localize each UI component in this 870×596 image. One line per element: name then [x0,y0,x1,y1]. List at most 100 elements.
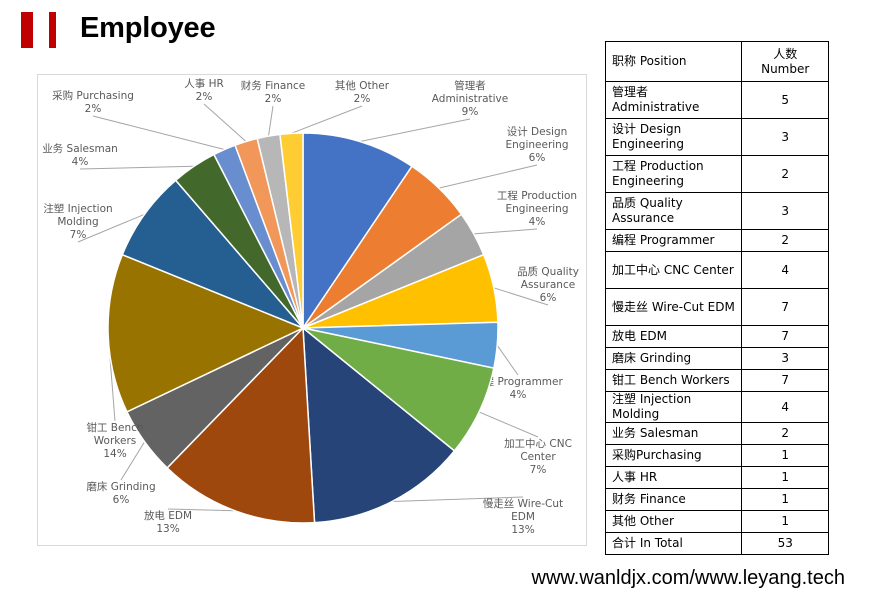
position-cell: 财务 Finance [604,488,743,511]
page-title: Employee [80,12,216,44]
leader-line [291,105,363,134]
slice-label-line: Administrative [432,93,508,105]
title-accent-bar [21,12,33,48]
table-row: 业务 Salesman 2 [604,422,829,445]
number-cell: 4 [741,251,829,289]
slice-label-line: 磨床 Grinding [86,480,155,493]
slice-label: 注塑 Injection Molding 7% [43,202,112,241]
number-cell: 2 [741,229,829,252]
table-row: 加工中心 CNC Center 4 [604,251,829,289]
slice-label-line: 注塑 Injection [43,202,112,215]
slice-label: 钳工 Bench Workers 14% [86,421,143,460]
employee-pie-chart: 管理者 Administrative 9%设计 Design Engineering 6… [42,77,579,536]
leader-line [496,345,519,376]
position-cell: 采购Purchasing [604,444,743,467]
slice-label-line: Engineering [506,139,569,151]
position-cell: 人事 HR [604,466,743,489]
number-cell: 4 [741,391,829,423]
slice-label-line: 工程 Production [497,190,577,202]
pie-slice [302,326,456,524]
position-cell: 放电 EDM [604,325,743,348]
number-cell: 53 [741,532,829,555]
slice-label: 其他 Other 2% [335,79,390,105]
number-cell: 1 [741,466,829,489]
table-row: 磨床 Grinding 3 [604,347,829,370]
number-cell: 3 [741,118,829,156]
slice-label: 设计 Design Engineering 6% [506,125,569,164]
slice-label-line: 其他 Other [335,79,390,92]
table-row: 人事 HR 1 [604,466,829,489]
title-accent-bar-thin [49,12,56,48]
slice-label-line: 9% [462,106,479,118]
slice-label: 品质 Quality Assurance 6% [517,266,579,304]
position-cell: 磨床 Grinding [604,347,743,370]
number-cell: 7 [741,325,829,348]
slice-label-line: 人事 HR [184,77,224,90]
slice-label-line: 采购 Purchasing [52,89,134,102]
leader-line [79,165,195,170]
leader-line [167,508,236,512]
slice-label-line: 6% [529,152,546,164]
slice-label-line: Workers [94,435,136,447]
slice-label-line: EDM [511,511,535,523]
position-cell: 其他 Other [604,510,743,533]
slice-label-line: 2% [265,93,282,105]
table-row: 管理者 Administrative 5 [604,81,829,119]
table-row: 工程 Production Engineering 2 [604,155,829,193]
slice-label-line: Center [520,451,556,463]
number-cell: 3 [741,192,829,230]
leader-line [438,164,538,189]
table-row: 品质 Quality Assurance 3 [604,192,829,230]
slice-label-line: 7% [530,464,547,476]
footer-website-url: www.wanldjx.com/www.leyang.tech [531,567,845,589]
number-cell: 2 [741,422,829,445]
slice-label-line: 2% [85,103,102,115]
header-number: 人数 Number [741,41,829,82]
table-row: 钳工 Bench Workers 7 [604,369,829,392]
pie-slice [107,253,305,413]
slice-label-line: 14% [103,448,126,460]
position-cell: 品质 Quality Assurance [604,192,743,230]
table-total-row: 合计 In Total 53 [604,532,829,555]
slice-label-line: 加工中心 CNC [504,437,572,450]
slice-label: 工程 Production Engineering 4% [497,190,577,228]
pie-slice [302,132,413,331]
leader-line [268,105,274,137]
slice-label-line: 设计 Design [507,125,568,138]
slice-label-line: 钳工 Bench [86,421,143,434]
slice-label: 人事 HR 2% [184,77,224,103]
number-cell: 1 [741,488,829,511]
slice-label-line: 7% [70,229,87,241]
slice-label-line: 13% [511,524,534,536]
slice-label-line: 2% [354,93,371,105]
slice-label-line: 编程 Programmer [473,375,563,388]
header-position: 职称 Position [604,41,743,82]
table-row: 编程 Programmer 2 [604,229,829,252]
slice-label-line: 4% [510,389,527,401]
slice-label-line: 13% [156,523,179,535]
position-cell: 编程 Programmer [604,229,743,252]
slice-label-line: Engineering [506,203,569,215]
slice-label: 慢走丝 Wire-Cut EDM 13% [483,498,563,536]
table-row: 设计 Design Engineering 3 [604,118,829,156]
slice-label: 编程 Programmer 4% [473,375,563,401]
position-cell: 加工中心 CNC Center [604,251,743,289]
position-cell: 设计 Design Engineering [604,118,743,156]
leader-line [359,118,471,142]
leader-line [478,411,539,438]
slice-label: 财务 Finance 2% [241,79,306,105]
table-row: 慢走丝 Wire-Cut EDM 7 [604,288,829,326]
position-cell: 管理者 Administrative [604,81,743,119]
number-cell: 7 [741,288,829,326]
position-cell: 合计 In Total [604,532,743,555]
slice-label-line: 6% [540,292,557,304]
number-cell: 3 [741,347,829,370]
slice-label-line: 6% [113,494,130,506]
number-cell: 5 [741,81,829,119]
slice-label-line: Molding [57,216,98,228]
slice-label: 磨床 Grinding 6% [86,480,155,506]
slice-label-line: 2% [196,91,213,103]
slice-label: 加工中心 CNC Center 7% [504,437,572,476]
leader-line [77,213,145,243]
number-cell: 2 [741,155,829,193]
